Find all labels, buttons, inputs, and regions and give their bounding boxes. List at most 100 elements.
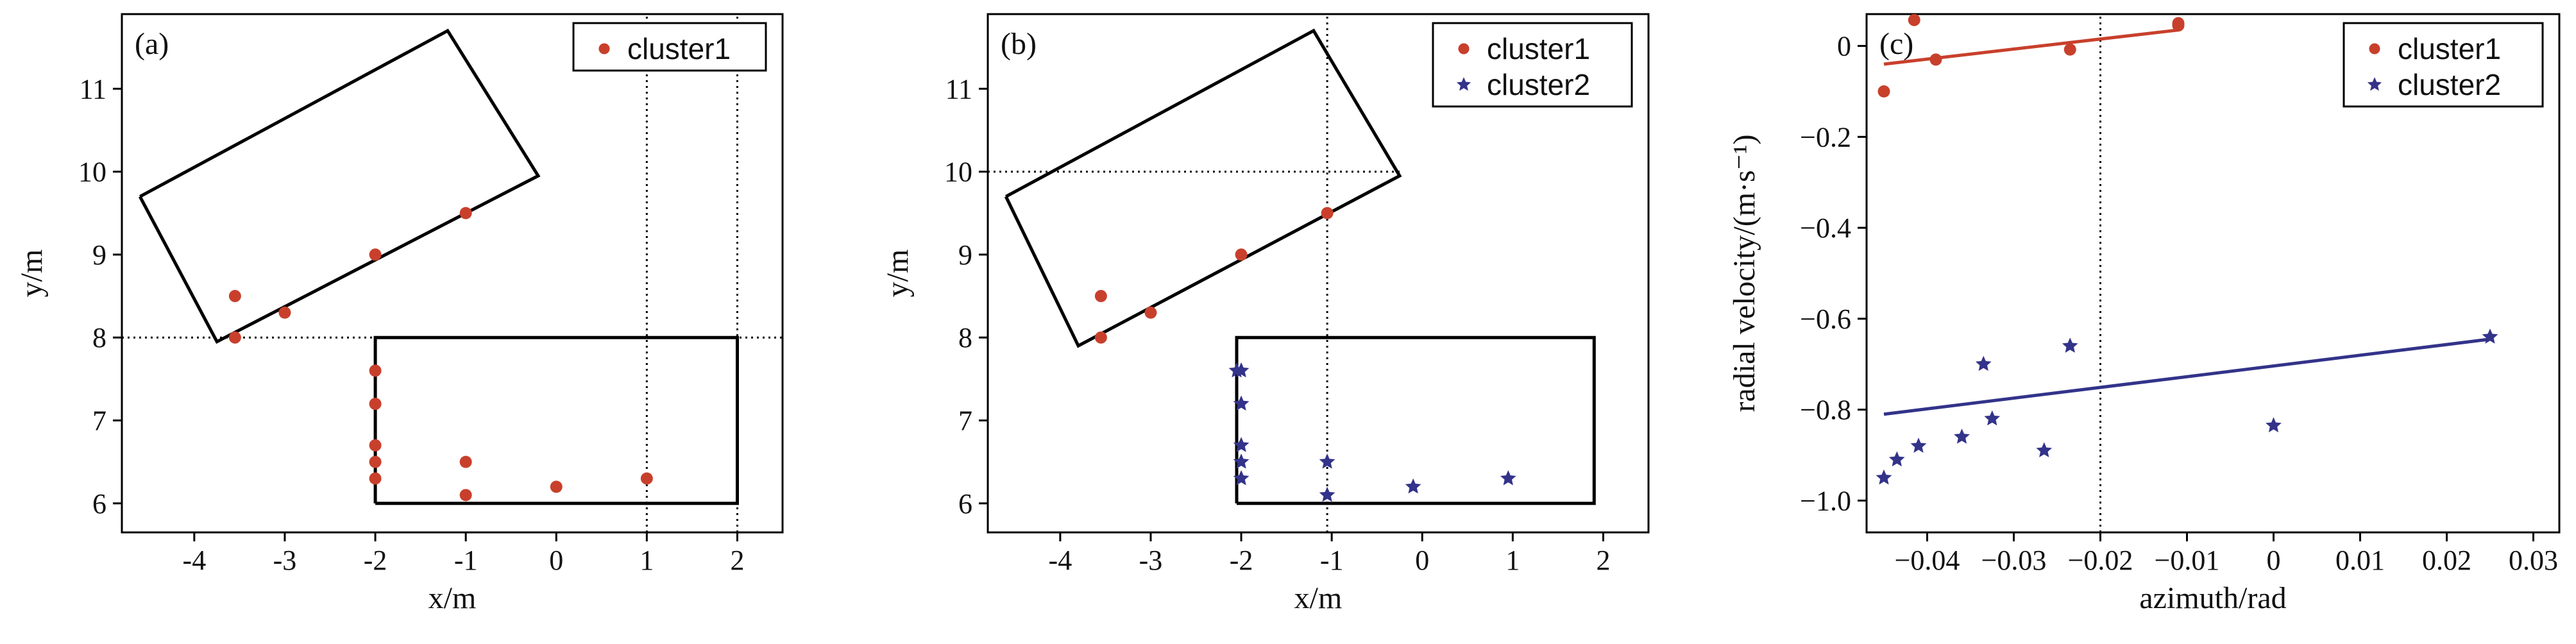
y-tick-label: 6 [92, 488, 106, 520]
outline-box [138, 28, 541, 344]
y-tick-label: 8 [958, 322, 972, 353]
panel-c: −0.04 −0.03 −0.02 −0.01 0 0.01 0.02 0.03 0 −0.2 −0… [1727, 13, 2561, 615]
data-point-cluster1 [369, 472, 382, 485]
data-point-cluster2 [1984, 410, 2001, 426]
legend-label: cluster2 [2398, 68, 2501, 101]
data-point-cluster2 [1233, 362, 1250, 378]
y-tick-label: 10 [944, 157, 972, 188]
data-point-cluster1 [369, 248, 382, 261]
data-point-cluster1 [369, 455, 382, 468]
x-tick-label: 1 [640, 545, 654, 576]
x-tick-label: −0.03 [1981, 545, 2047, 576]
y-tick-label: −0.8 [1800, 394, 1851, 426]
legend-label: cluster2 [1487, 68, 1590, 101]
x-tick-label: 0 [1415, 545, 1429, 576]
data-point-cluster1 [1908, 14, 1920, 26]
outline-box [1004, 28, 1402, 348]
data-point-cluster1 [640, 472, 653, 485]
y-tick-label: 11 [80, 73, 106, 105]
legend-box [1432, 22, 1633, 108]
x-tick-label: −0.01 [2155, 545, 2220, 576]
data-point-cluster2 [1888, 451, 1905, 467]
data-point-cluster2 [1975, 355, 1992, 371]
outline-box [1235, 335, 1596, 505]
x-tick-label: 0.02 [2422, 545, 2471, 576]
y-tick-label: 7 [958, 405, 972, 436]
legend-marker-cluster2 [1456, 77, 1471, 91]
x-tick-label: -1 [454, 545, 478, 576]
legend-marker-cluster1 [1458, 43, 1470, 55]
x-tick-label: 0 [2267, 545, 2281, 576]
y-tick-label: 0 [1837, 31, 1851, 62]
data-point-cluster1 [459, 489, 472, 502]
plot-area [122, 14, 783, 532]
legend-box [2343, 22, 2544, 108]
legend-marker-cluster1 [2369, 43, 2380, 55]
x-tick-label: -3 [1139, 545, 1163, 576]
x-tick-label: 2 [730, 545, 744, 576]
data-point-cluster2 [1500, 470, 1516, 486]
data-point-cluster1 [550, 480, 563, 493]
data-point-cluster2 [1233, 395, 1250, 411]
x-tick-label: -1 [1320, 545, 1344, 576]
data-point-cluster1 [369, 398, 382, 411]
x-tick-label: -2 [364, 545, 387, 576]
legend-marker-cluster1 [598, 43, 610, 55]
y-tick-label: 6 [958, 488, 972, 520]
y-tick-label: 9 [92, 239, 106, 271]
y-tick-label: 11 [945, 73, 972, 105]
x-tick-label: −0.02 [2068, 545, 2133, 576]
data-point-cluster1 [2172, 17, 2185, 30]
data-point-cluster1 [1094, 290, 1107, 303]
data-point-cluster2 [2062, 337, 2078, 353]
y-tick-label: −0.6 [1800, 303, 1851, 335]
data-point-cluster2 [1319, 486, 1335, 502]
data-point-cluster1 [1929, 53, 1942, 66]
x-tick-label: -2 [1230, 545, 1253, 576]
data-point-cluster1 [228, 331, 241, 344]
data-point-cluster2 [1910, 437, 1927, 453]
data-point-cluster1 [2063, 43, 2076, 56]
panel-label: (b) [1001, 27, 1037, 61]
y-tick-label: 10 [78, 157, 106, 188]
panel-label: (a) [135, 27, 169, 61]
outline-box [373, 335, 739, 505]
x-tick-label: 0.01 [2335, 545, 2385, 576]
data-point-cluster1 [369, 439, 382, 452]
y-tick-label: 9 [958, 239, 972, 271]
y-axis-label: radial velocity/(m·s⁻¹) [1727, 135, 1761, 412]
data-point-cluster2 [1954, 428, 1970, 444]
plot-frame [121, 13, 784, 534]
x-axis-label: azimuth/rad [2139, 581, 2286, 615]
data-point-cluster2 [1233, 470, 1250, 486]
plot-area [988, 14, 1596, 532]
fit-line-cluster2 [1883, 337, 2491, 416]
fit-line-cluster1 [1883, 28, 2179, 66]
panel-a: -4 -3 -2 -1 0 1 2 6 7 8 9 10 11 x/m y/m (a) cluster1 [15, 13, 784, 615]
x-tick-label: 2 [1596, 545, 1610, 576]
x-tick-label: 1 [1505, 545, 1520, 576]
data-point-cluster2 [2036, 442, 2053, 457]
panel-b: -4 -3 -2 -1 0 1 2 6 7 8 9 10 11 x/m y/m (b) cluster1clus… [881, 13, 1650, 615]
data-point-cluster2 [1233, 437, 1250, 452]
data-point-cluster2 [1405, 478, 1421, 494]
data-point-cluster1 [369, 364, 382, 377]
data-point-cluster1 [278, 306, 291, 319]
data-point-cluster1 [459, 455, 472, 468]
x-tick-label: 0 [549, 545, 563, 576]
x-tick-label: 0.03 [2509, 545, 2558, 576]
data-point-cluster2 [1876, 469, 1892, 485]
data-point-cluster1 [1321, 207, 1334, 219]
x-tick-label: -3 [273, 545, 297, 576]
data-point-cluster2 [2266, 417, 2282, 432]
legend-label: cluster1 [627, 32, 731, 65]
y-axis-label: y/m [881, 250, 915, 298]
legend-box [572, 22, 767, 72]
x-axis-label: x/m [428, 581, 477, 615]
y-tick-label: 7 [92, 405, 106, 436]
panel-label: (c) [1879, 27, 1913, 61]
data-point-cluster2 [1233, 453, 1250, 469]
plot-frame [987, 13, 1650, 534]
y-tick-label: −0.2 [1800, 121, 1851, 153]
legend-label: cluster1 [2398, 32, 2501, 65]
